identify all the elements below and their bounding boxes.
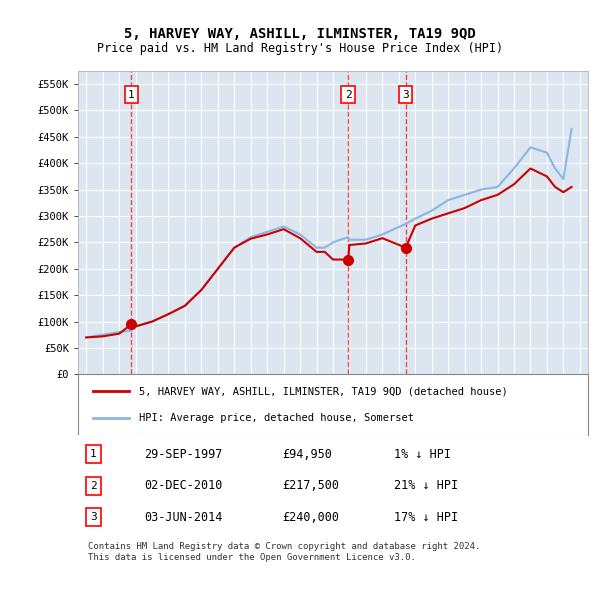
Text: 5, HARVEY WAY, ASHILL, ILMINSTER, TA19 9QD (detached house): 5, HARVEY WAY, ASHILL, ILMINSTER, TA19 9… xyxy=(139,386,508,396)
Text: 03-JUN-2014: 03-JUN-2014 xyxy=(145,510,223,524)
Text: 1: 1 xyxy=(90,449,97,459)
Text: HPI: Average price, detached house, Somerset: HPI: Average price, detached house, Some… xyxy=(139,413,414,423)
Text: 17% ↓ HPI: 17% ↓ HPI xyxy=(394,510,458,524)
Text: 21% ↓ HPI: 21% ↓ HPI xyxy=(394,479,458,492)
Text: 29-SEP-1997: 29-SEP-1997 xyxy=(145,448,223,461)
Text: 1: 1 xyxy=(128,90,135,100)
Text: £217,500: £217,500 xyxy=(282,479,339,492)
Text: 02-DEC-2010: 02-DEC-2010 xyxy=(145,479,223,492)
Text: 2: 2 xyxy=(90,481,97,491)
Text: £94,950: £94,950 xyxy=(282,448,332,461)
Text: 3: 3 xyxy=(403,90,409,100)
Text: Contains HM Land Registry data © Crown copyright and database right 2024.
This d: Contains HM Land Registry data © Crown c… xyxy=(88,542,481,562)
Text: 5, HARVEY WAY, ASHILL, ILMINSTER, TA19 9QD: 5, HARVEY WAY, ASHILL, ILMINSTER, TA19 9… xyxy=(124,27,476,41)
Text: Price paid vs. HM Land Registry's House Price Index (HPI): Price paid vs. HM Land Registry's House … xyxy=(97,42,503,55)
Text: 2: 2 xyxy=(345,90,352,100)
Text: £240,000: £240,000 xyxy=(282,510,339,524)
Text: 1% ↓ HPI: 1% ↓ HPI xyxy=(394,448,451,461)
Text: 3: 3 xyxy=(90,512,97,522)
